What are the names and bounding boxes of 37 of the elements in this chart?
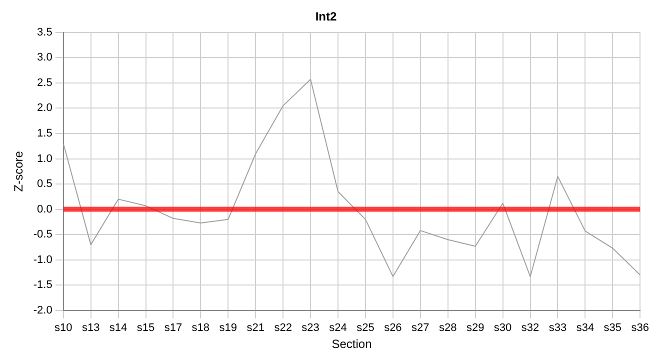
x-tick-label: s23 xyxy=(302,322,320,334)
y-tick-label: 0.0 xyxy=(37,203,52,216)
x-tick-label: s17 xyxy=(164,322,182,334)
x-tick-label: s28 xyxy=(439,322,457,334)
x-tick-label: s34 xyxy=(576,322,594,334)
x-axis-title: Section xyxy=(332,337,372,352)
x-tick-label: s33 xyxy=(548,322,567,334)
y-tick-label: 2.0 xyxy=(37,102,52,114)
x-tick-label: s29 xyxy=(466,322,484,334)
y-tick-label: -1.5 xyxy=(33,279,52,292)
y-tick-label: -2.0 xyxy=(33,304,52,316)
x-tick-label: s25 xyxy=(356,322,374,334)
x-tick-label: s14 xyxy=(109,322,128,334)
x-tick-label: s24 xyxy=(329,322,347,334)
x-tick-label: s21 xyxy=(246,322,264,334)
y-axis-title: Z-score xyxy=(12,150,26,192)
x-tick-label: s27 xyxy=(412,322,430,334)
x-tick-label: s30 xyxy=(494,322,512,334)
y-tick-label: 1.5 xyxy=(37,128,52,140)
x-tick-label: s36 xyxy=(631,322,650,334)
x-tick-label: s15 xyxy=(136,322,155,334)
x-tick-label: s32 xyxy=(521,322,540,334)
x-tick-label: s18 xyxy=(192,322,210,334)
x-tick-label: s10 xyxy=(54,322,72,334)
y-tick-label: -0.5 xyxy=(33,228,52,241)
y-tick-label: 3.5 xyxy=(37,26,52,38)
y-tick-label: 2.5 xyxy=(37,76,52,89)
x-tick-label: s19 xyxy=(219,322,238,334)
chart-title: Int2 xyxy=(315,10,337,24)
x-tick-label: s26 xyxy=(384,322,402,334)
y-tick-label: 3.0 xyxy=(37,52,52,64)
x-tick-label: s22 xyxy=(274,322,292,334)
y-tick-label: 0.5 xyxy=(37,178,52,190)
x-tick-label: s35 xyxy=(604,322,622,334)
x-tick-label: s13 xyxy=(82,322,100,334)
y-tick-label: 1.0 xyxy=(37,152,52,165)
y-tick-label: -1.0 xyxy=(33,254,52,266)
